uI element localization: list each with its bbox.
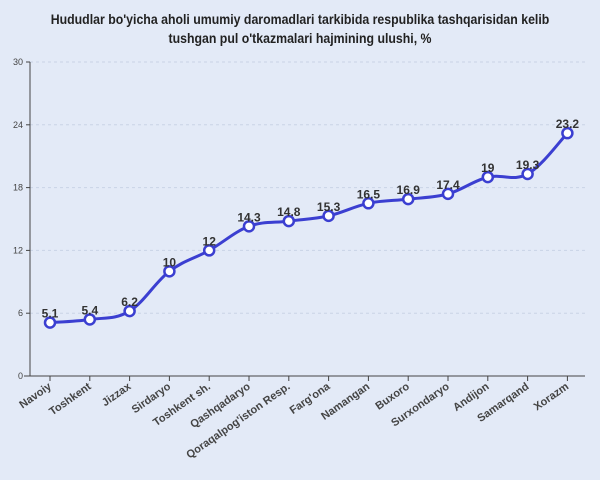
x-tick-label: Jizzax xyxy=(100,380,134,409)
y-tick-label: 6 xyxy=(18,308,23,318)
data-point xyxy=(441,187,455,201)
data-label: 10 xyxy=(163,255,177,269)
data-label: 12 xyxy=(203,234,217,248)
data-label: 5.4 xyxy=(81,303,98,317)
data-label: 23.2 xyxy=(556,117,580,131)
data-label: 15.3 xyxy=(317,200,341,214)
data-point xyxy=(561,126,574,140)
data-point xyxy=(401,192,415,206)
data-label: 19.3 xyxy=(516,158,540,172)
data-point xyxy=(481,170,495,184)
data-label: 14.8 xyxy=(277,205,301,219)
data-point xyxy=(202,244,216,257)
data-label: 17.4 xyxy=(436,178,460,192)
data-point xyxy=(282,214,296,228)
chart-title-line2: tushgan pul o'tkazmalari hajmining ulush… xyxy=(168,30,432,46)
data-point xyxy=(123,304,136,318)
x-tick-label: Toshkent xyxy=(47,380,94,418)
y-tick-label: 0 xyxy=(18,371,23,381)
chart-title-line1: Hududlar bo'yicha aholi umumiy daromadla… xyxy=(50,11,550,27)
y-tick-label: 30 xyxy=(13,57,23,67)
data-point xyxy=(242,220,256,233)
data-label: 5.1 xyxy=(42,307,59,321)
data-label: 19 xyxy=(481,161,495,175)
chart-title: Hududlar bo'yicha aholi umumiy daromadla… xyxy=(36,10,564,48)
x-tick-label: Xorazm xyxy=(532,381,572,414)
data-point xyxy=(322,209,335,223)
y-tick-label: 24 xyxy=(13,120,23,130)
data-point xyxy=(83,313,97,326)
data-point xyxy=(362,197,375,210)
y-tick-label: 18 xyxy=(13,183,23,193)
data-point xyxy=(163,265,176,278)
data-label: 16.9 xyxy=(397,183,421,197)
data-point xyxy=(521,167,534,181)
data-point xyxy=(43,316,57,329)
data-label: 14.3 xyxy=(237,210,261,224)
y-tick-label: 12 xyxy=(13,245,23,255)
data-label: 6.2 xyxy=(121,295,138,309)
data-label: 16.5 xyxy=(357,187,381,201)
